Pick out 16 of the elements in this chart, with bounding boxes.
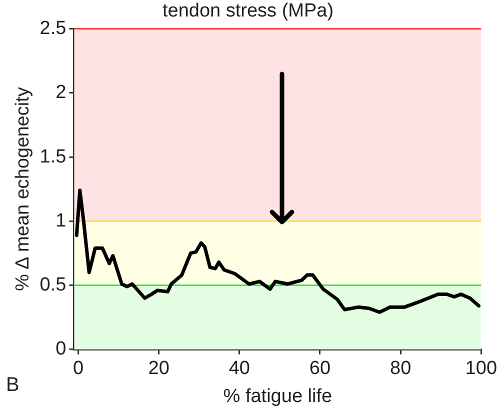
y-tick-label: 2 — [56, 82, 66, 104]
x-tick-label: 60 — [309, 358, 331, 380]
y-tick-label: 1.5 — [40, 146, 66, 168]
x-tick-label: 0 — [72, 358, 84, 380]
y-tick-label: 2.5 — [40, 18, 66, 40]
x-tick-label: 80 — [390, 358, 412, 380]
text: B — [6, 374, 20, 396]
y-tick-label: 0 — [56, 338, 66, 360]
x-tick-label: 100 — [465, 358, 497, 380]
y-axis-title: % ∆ mean echogenecity — [12, 86, 34, 292]
y-tick-label: 0.5 — [40, 274, 66, 296]
x-axis-title: % fatigue life — [223, 386, 332, 407]
y-tick-label: 1 — [56, 210, 66, 232]
chart-title: tendon stress (MPa) — [162, 0, 334, 22]
x-tick-label: 20 — [148, 358, 170, 380]
x-tick-label: 40 — [228, 358, 250, 380]
